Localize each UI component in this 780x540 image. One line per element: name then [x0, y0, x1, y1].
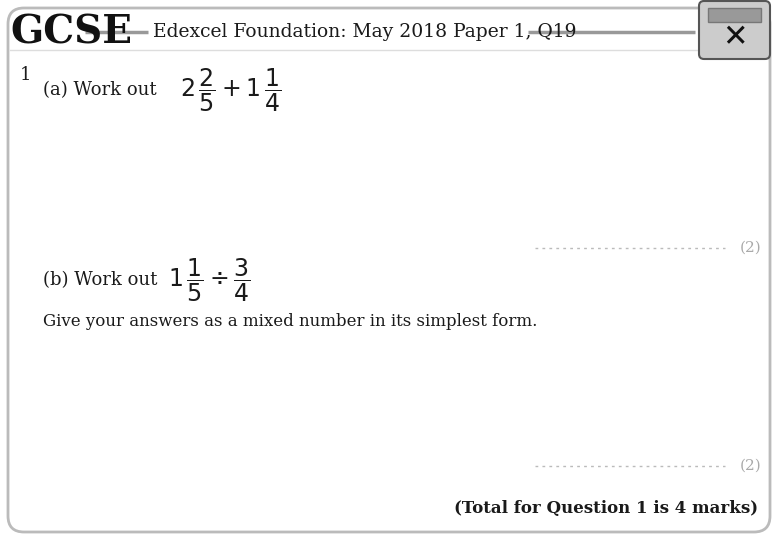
Text: GCSE: GCSE	[10, 13, 132, 51]
Text: 1: 1	[20, 66, 31, 84]
Text: $1\,\dfrac{1}{5} \div \dfrac{3}{4}$: $1\,\dfrac{1}{5} \div \dfrac{3}{4}$	[168, 256, 251, 303]
Text: (2): (2)	[740, 459, 762, 473]
Text: (b) Work out: (b) Work out	[43, 271, 158, 289]
Bar	[708, 8, 761, 22]
Text: Edexcel Foundation: May 2018 Paper 1, Q19: Edexcel Foundation: May 2018 Paper 1, Q1…	[153, 23, 576, 41]
Text: (Total for Question 1 is 4 marks): (Total for Question 1 is 4 marks)	[454, 500, 758, 516]
Text: (a) Work out: (a) Work out	[43, 81, 157, 99]
Text: $2\,\dfrac{2}{5} + 1\,\dfrac{1}{4}$: $2\,\dfrac{2}{5} + 1\,\dfrac{1}{4}$	[180, 66, 282, 114]
FancyBboxPatch shape	[8, 8, 770, 532]
Text: ✕: ✕	[722, 23, 747, 52]
Text: Give your answers as a mixed number in its simplest form.: Give your answers as a mixed number in i…	[43, 314, 537, 330]
Text: (2): (2)	[740, 241, 762, 255]
FancyBboxPatch shape	[699, 1, 770, 59]
